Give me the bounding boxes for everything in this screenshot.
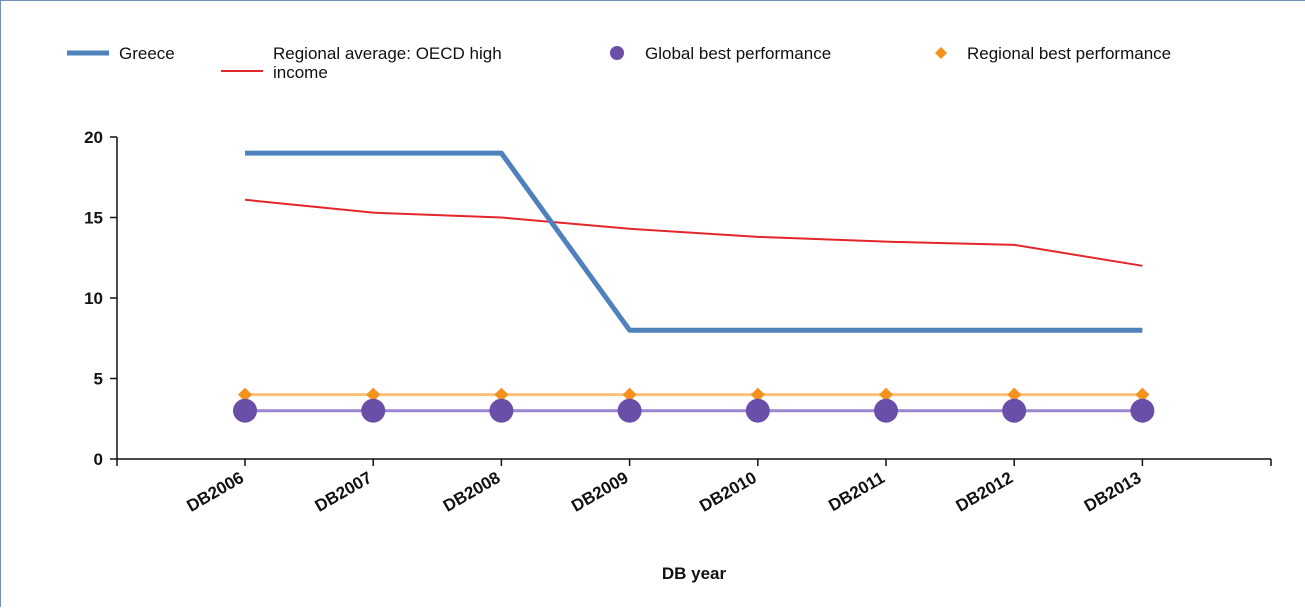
data-point-circle (233, 398, 257, 423)
data-point-circle (874, 398, 898, 423)
x-tick-label: DB2007 (312, 468, 376, 516)
legend-swatch-regional-best (935, 47, 947, 59)
y-ticks: 0 5 10 15 20 (84, 128, 117, 469)
x-axis-title: DB year (662, 564, 727, 583)
plot-area (233, 150, 1155, 423)
data-point-diamond (750, 387, 765, 402)
y-tick-label: 5 (94, 370, 103, 389)
series-regional-best-performance (238, 387, 1150, 402)
x-tick-label: DB2013 (1081, 468, 1145, 516)
x-ticks: DB2006 DB2007 DB2008 DB2009 DB2010 DB2011 DB20… (116, 459, 1272, 516)
legend-label-greece: Greece (119, 44, 175, 63)
legend-item-greece: Greece (67, 44, 175, 63)
x-tick-label: DB2012 (953, 468, 1017, 516)
legend-swatch-global-best (610, 46, 624, 60)
legend-label-regional-average: Regional average: OECD high income (273, 44, 506, 82)
data-point-circle (617, 398, 642, 423)
y-tick-label: 10 (84, 289, 103, 308)
series-greece (245, 150, 1143, 333)
x-tick-label: DB2011 (825, 468, 888, 515)
series-line (245, 150, 1143, 333)
data-point-circle (745, 398, 770, 423)
data-point-diamond (1135, 387, 1150, 402)
legend-item-regional-average: Regional average: OECD high income (221, 44, 506, 82)
data-point-diamond (879, 387, 893, 402)
data-point-circle (361, 398, 386, 423)
data-point-circle (489, 398, 514, 423)
y-tick-label: 20 (84, 128, 103, 147)
data-point-diamond (494, 387, 509, 402)
legend: Greece Regional average: OECD high incom… (67, 44, 1171, 82)
x-tick-label: DB2010 (696, 468, 760, 516)
data-point-diamond (366, 387, 381, 402)
series-global-best-performance (233, 398, 1155, 423)
x-tick-label: DB2008 (440, 468, 504, 516)
legend-label-global-best: Global best performance (645, 44, 831, 63)
series-regional-average-oecd-high-income (244, 198, 1143, 267)
x-tick-label: DB2009 (568, 468, 632, 516)
data-point-circle (1130, 398, 1155, 423)
y-tick-label: 0 (94, 450, 103, 469)
legend-item-global-best: Global best performance (610, 44, 831, 63)
legend-item-regional-best: Regional best performance (935, 44, 1171, 63)
data-point-diamond (238, 387, 252, 402)
data-point-diamond (1007, 387, 1022, 402)
x-tick-label: DB2006 (183, 468, 247, 516)
series-line (244, 198, 1143, 267)
data-point-circle (1002, 398, 1027, 423)
y-tick-label: 15 (84, 209, 103, 228)
data-point-diamond (622, 387, 637, 402)
legend-label-regional-best: Regional best performance (967, 44, 1171, 63)
